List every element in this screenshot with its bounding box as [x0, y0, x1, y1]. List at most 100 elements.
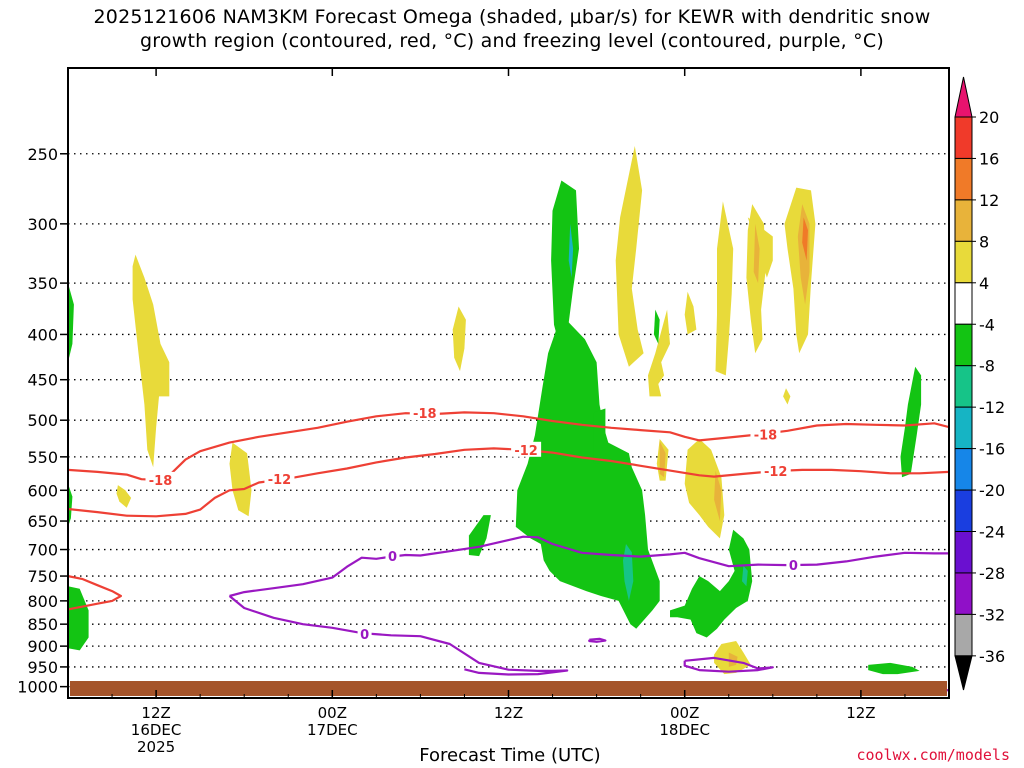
colorbar-label: -32 [979, 605, 1005, 624]
colorbar-label: 4 [979, 274, 989, 293]
contour-label-dgz-minus12: -12 [268, 473, 292, 488]
omega-area-18 [714, 470, 722, 522]
x-tick-label: 16DEC [131, 721, 182, 739]
y-tick-label: 500 [27, 411, 58, 430]
contour-label-bg [409, 405, 440, 421]
x-axis-title: Forecast Time (UTC) [419, 745, 601, 766]
colorbar-segment [954, 157, 973, 201]
credit-link[interactable]: coolwx.com/models [856, 746, 1010, 764]
contour-label-bg [760, 463, 791, 479]
contour-label-bg [511, 441, 542, 457]
omega-area-13 [747, 217, 773, 278]
colorbar-label: -12 [979, 398, 1005, 417]
omega-area-8 [684, 439, 725, 539]
colorbar-segment [954, 116, 973, 159]
y-tick-label: 450 [27, 371, 58, 390]
omega-area-23 [68, 586, 89, 651]
colorbar-label: -20 [979, 481, 1005, 500]
y-tick-label: 550 [27, 448, 58, 467]
contour-label-dgz-minus18: -18 [754, 429, 778, 444]
colorbar-segment [954, 572, 973, 615]
y-axis: 250 300 350 400 450 500 550 600 650 700 750 800 850 9… [17, 145, 68, 697]
omega-area-32 [623, 544, 634, 601]
colorbar-segment [954, 613, 973, 657]
contour-dgz-lower-lobe [68, 575, 123, 611]
x-tick-label: 00Z [318, 704, 347, 722]
colorbar-bottom-arrow [954, 655, 973, 691]
contour-label-bg [357, 625, 372, 641]
x-tick-label: 12Z [141, 704, 170, 722]
omega-area-33 [742, 565, 748, 587]
y-tick-label: 250 [27, 145, 58, 164]
omega-area-5 [648, 309, 670, 397]
colorbar-label: 20 [979, 108, 999, 127]
contour-label-bg [145, 471, 176, 487]
colorbar-segment [954, 323, 973, 367]
omega-area-26 [515, 314, 660, 629]
colorbar-label: 16 [979, 149, 999, 168]
omega-area-24 [468, 515, 491, 557]
colorbar-segment [954, 240, 973, 284]
omega-area-1 [116, 485, 132, 508]
plot-background [68, 68, 949, 698]
omega-area-30 [900, 366, 922, 478]
contour-label-dgz-minus18: -18 [413, 407, 437, 422]
y-tick-label: 400 [27, 325, 58, 344]
contour-label-bg [264, 471, 295, 487]
omega-area-3 [452, 306, 466, 372]
colorbar-segment [954, 365, 973, 408]
contour-label-dgz-minus12: -12 [764, 465, 788, 480]
omega-area-7 [715, 201, 734, 376]
colorbar-label: -8 [979, 357, 995, 376]
contour-label-dgz-minus12: -12 [514, 444, 538, 459]
colorbar-segment [954, 531, 973, 574]
contour-freezing-level-ring [588, 637, 607, 643]
omega-area-16 [753, 223, 760, 284]
omega-area-21 [68, 283, 74, 363]
colorbar-top-arrow [954, 76, 973, 118]
omega-area-25 [551, 180, 579, 354]
colorbar-label: -16 [979, 440, 1005, 459]
colorbar-label: 8 [979, 232, 989, 251]
y-tick-label: 850 [27, 615, 58, 634]
omega-area-0 [132, 254, 170, 468]
omega-area-22 [68, 483, 73, 527]
omega-area-14 [783, 388, 791, 405]
colorbar-label: 12 [979, 191, 999, 210]
contour-label-freezing-level-lower: 0 [360, 628, 369, 643]
y-tick-label: 800 [27, 592, 58, 611]
omega-area-2 [229, 442, 252, 517]
contour-freezing-level-lower [228, 595, 569, 676]
omega-area-28 [653, 309, 660, 344]
omega-area-31 [868, 662, 920, 675]
chart-title-line-1: 2025121606 NAM3KM Forecast Omega (shaded… [93, 6, 931, 28]
y-tick-label: 350 [27, 274, 58, 293]
omega-area-19 [728, 652, 738, 667]
x-tick-label: 12Z [494, 704, 523, 722]
y-tick-label: 700 [27, 541, 58, 560]
y-tick-label: 900 [27, 637, 58, 656]
chart-title-line-2: growth region (contoured, red, °C) and f… [140, 30, 884, 52]
y-tick-label: 950 [27, 658, 58, 677]
colorbar-segment [954, 406, 973, 450]
omega-area-4 [615, 146, 644, 367]
y-tick-label: 600 [27, 481, 58, 500]
x-tick-label: 17DEC [307, 721, 358, 739]
omega-area-29 [670, 529, 753, 638]
colorbar-label: -28 [979, 564, 1005, 583]
terrain-strip [70, 681, 947, 696]
colorbar-label: -36 [979, 647, 1005, 666]
x-tick-label: 12Z [846, 704, 875, 722]
y-tick-label: 650 [27, 512, 58, 531]
colorbar-segment [954, 448, 973, 491]
x-tick-label: 2025 [137, 738, 175, 756]
contour-label-bg [385, 548, 400, 564]
contour-label-freezing-level-upper: 0 [388, 550, 397, 565]
contour-dgz-minus18 [68, 411, 949, 481]
omega-area-6 [684, 291, 697, 335]
contour-label-bg [750, 426, 781, 442]
colorbar-label: -24 [979, 523, 1005, 542]
omega-shading [68, 146, 922, 675]
